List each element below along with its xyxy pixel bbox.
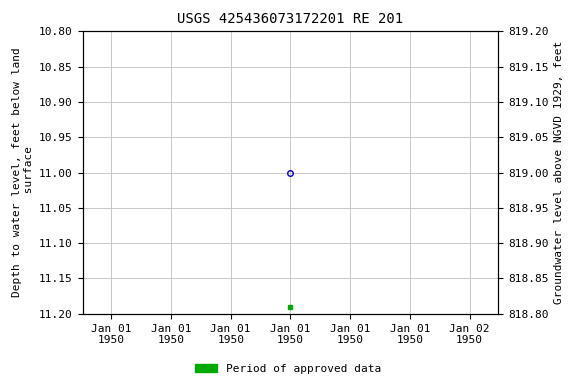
Y-axis label: Groundwater level above NGVD 1929, feet: Groundwater level above NGVD 1929, feet <box>554 41 564 304</box>
Y-axis label: Depth to water level, feet below land
 surface: Depth to water level, feet below land su… <box>12 48 33 298</box>
Legend: Period of approved data: Period of approved data <box>191 359 385 379</box>
Title: USGS 425436073172201 RE 201: USGS 425436073172201 RE 201 <box>177 12 403 26</box>
